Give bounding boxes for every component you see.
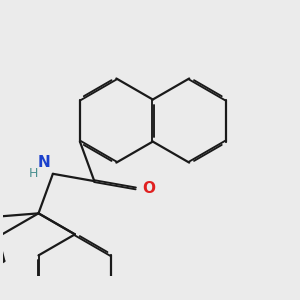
Text: O: O: [142, 181, 155, 196]
Text: H: H: [29, 167, 38, 180]
Text: N: N: [38, 154, 51, 169]
